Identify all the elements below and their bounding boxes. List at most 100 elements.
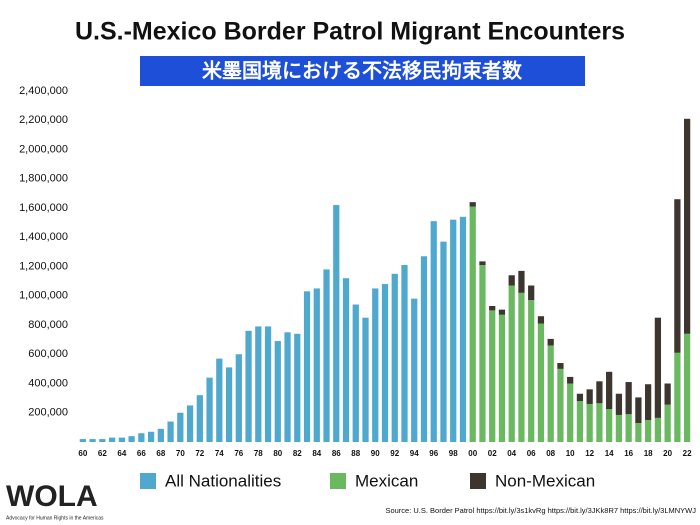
bar [196,395,203,442]
x-tick-label: 62 [98,449,107,458]
bar [411,298,418,442]
bar [284,332,291,442]
bar [264,326,272,442]
bar [567,376,574,384]
bar [440,241,447,442]
y-tick-label: 1,600,000 [19,202,68,214]
bar [333,205,340,442]
bar [537,323,545,442]
bar [362,317,369,442]
x-tick-label: 94 [410,449,419,458]
bar [615,414,623,442]
bar [489,305,496,311]
bar [313,288,320,442]
chart-title: U.S.-Mexico Border Patrol Migrant Encoun… [75,18,625,46]
source: Source: U.S. Border Patrol https://bit.l… [385,506,696,515]
bar [138,433,145,442]
bar [450,219,457,442]
bar [420,256,428,442]
bar [479,265,486,442]
x-tick-label: 92 [390,449,399,458]
bar [274,341,281,442]
bar [177,412,184,442]
bar [615,393,623,415]
bar [128,436,135,442]
x-tick-label: 60 [78,449,87,458]
bar [596,403,603,442]
bar [518,270,525,293]
y-tick-label: 800,000 [28,319,68,331]
y-tick-label: 1,200,000 [19,260,68,272]
bar [303,291,311,442]
legend-swatch [330,473,346,489]
bar [625,414,632,442]
bar [664,404,671,442]
bar [518,292,525,442]
x-tick-label: 70 [176,449,185,458]
bar [625,382,632,415]
x-tick-label: 64 [117,449,126,458]
bar [381,284,389,442]
bar [596,381,603,404]
x-tick-label: 22 [683,449,692,458]
x-tick-label: 96 [429,449,438,458]
x-tick-label: 66 [137,449,146,458]
x-tick-label: 98 [449,449,458,458]
bar [528,285,535,301]
x-tick-label: 04 [507,449,516,458]
bar [645,384,652,421]
bar [576,401,584,442]
bar [654,317,662,418]
bar [186,405,194,442]
bar [674,199,681,353]
bar [323,269,330,442]
bar [508,285,515,442]
bar [498,314,506,442]
x-tick-label: 88 [351,449,360,458]
y-tick-label: 2,000,000 [19,143,68,155]
bar [606,371,613,410]
bar [567,383,574,442]
bar [576,393,584,402]
legend-label: All Nationalities [165,471,281,490]
bar [99,439,106,442]
bar [508,275,515,286]
bar [391,273,398,442]
bar [459,216,467,442]
bar [147,431,155,442]
bar [557,368,564,442]
x-tick-label: 08 [546,449,555,458]
bar [352,304,359,442]
y-tick-label: 1,800,000 [19,173,68,185]
bar [225,367,233,442]
legend-label: Non-Mexican [495,471,595,490]
y-tick-label: 1,000,000 [19,290,68,302]
bar [89,439,96,442]
bar [79,439,86,442]
bar [235,354,242,442]
x-tick-label: 84 [312,449,321,458]
x-tick-label: 10 [566,449,575,458]
bar [586,403,593,442]
y-tick-label: 2,400,000 [19,85,68,97]
x-tick-label: 06 [527,449,536,458]
x-tick-label: 12 [585,449,594,458]
x-tick-label: 80 [273,449,282,458]
bar [684,118,691,334]
bar [635,397,642,423]
bar [654,417,662,442]
bar [479,261,486,266]
logo: WOLA [6,480,98,513]
x-tick-label: 82 [293,449,302,458]
legend-swatch [470,473,486,489]
legend-label: Mexican [355,471,418,490]
bar [498,309,506,315]
x-tick-label: 76 [234,449,243,458]
y-tick-label: 1,400,000 [19,231,68,243]
bar [372,288,379,442]
y-tick-label: 2,200,000 [19,114,68,126]
bar [206,377,213,442]
bar [684,333,691,442]
y-tick-label: 600,000 [28,348,68,360]
